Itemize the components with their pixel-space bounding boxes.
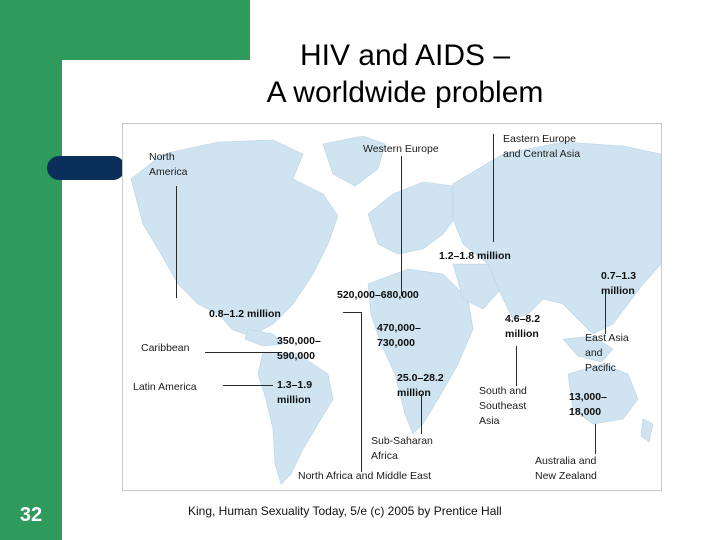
label-north-america: North America <box>149 151 188 178</box>
leader-east-asia <box>605 294 606 334</box>
australia-landmass <box>567 363 639 425</box>
world-map: North America Western Europe Eastern Eur… <box>122 123 662 491</box>
value-australia: 13,000– 18,000 <box>569 391 607 418</box>
label-australia: Australia and New Zealand <box>535 455 597 482</box>
top-accent-bar <box>62 0 250 60</box>
se-asia-islands <box>562 335 614 363</box>
label-western-europe: Western Europe <box>363 143 439 155</box>
label-eastern-europe: Eastern Europe and Central Asia <box>503 133 581 160</box>
value-western-europe: 520,000–680,000 <box>337 289 419 301</box>
label-north-africa: North Africa and Middle East <box>298 470 432 482</box>
leader-latin-america <box>223 385 273 386</box>
leader-north-america <box>176 186 177 298</box>
africa-landmass <box>367 268 474 435</box>
label-caribbean: Caribbean <box>141 342 190 354</box>
new-zealand-landmass <box>640 418 654 443</box>
slide-number: 32 <box>19 504 43 526</box>
value-latin-america: 1.3–1.9 million <box>277 379 313 406</box>
leader-north-africa <box>361 312 362 472</box>
leader-western-europe <box>401 156 402 296</box>
value-caribbean: 350,000– 590,000 <box>277 335 321 362</box>
title-line-1: HIV and AIDS – <box>299 39 511 72</box>
world-map-graphic <box>130 135 661 485</box>
middle-east-landmass <box>452 263 502 310</box>
label-east-asia: East Asia and Pacific <box>585 332 629 374</box>
value-east-asia: 0.7–1.3 million <box>601 270 637 297</box>
leader-eastern-europe <box>493 134 494 242</box>
value-south-se-asia: 4.6–8.2 million <box>505 313 541 340</box>
leader-sub-saharan <box>421 394 422 434</box>
value-north-america: 0.8–1.2 million <box>209 308 281 320</box>
asia-landmass <box>452 141 661 335</box>
value-north-africa: 470,000– 730,000 <box>377 322 421 349</box>
leader-australia <box>595 424 596 454</box>
title-line-2: A worldwide problem <box>266 76 544 109</box>
navy-accent-pill <box>47 156 125 180</box>
leader-north-africa-h <box>343 312 361 313</box>
left-accent-bar <box>0 0 62 540</box>
label-sub-saharan: Sub-Saharan Africa <box>371 435 433 462</box>
source-caption: King, Human Sexuality Today, 5/e (c) 200… <box>188 504 502 518</box>
value-sub-saharan: 25.0–28.2 million <box>397 372 444 399</box>
south-america-landmass <box>257 351 334 485</box>
europe-landmass <box>367 181 459 255</box>
leader-caribbean <box>205 352 281 353</box>
label-latin-america: Latin America <box>133 381 197 393</box>
leader-south-asia <box>516 346 517 386</box>
caribbean-landmass <box>244 328 284 347</box>
label-south-se-asia: South and Southeast Asia <box>479 385 527 427</box>
corner-curve <box>62 60 102 100</box>
north-america-landmass <box>130 139 339 337</box>
slide-title: HIV and AIDS – A worldwide problem <box>175 37 635 111</box>
value-eastern-europe: 1.2–1.8 million <box>439 250 511 262</box>
greenland-landmass <box>322 135 386 187</box>
